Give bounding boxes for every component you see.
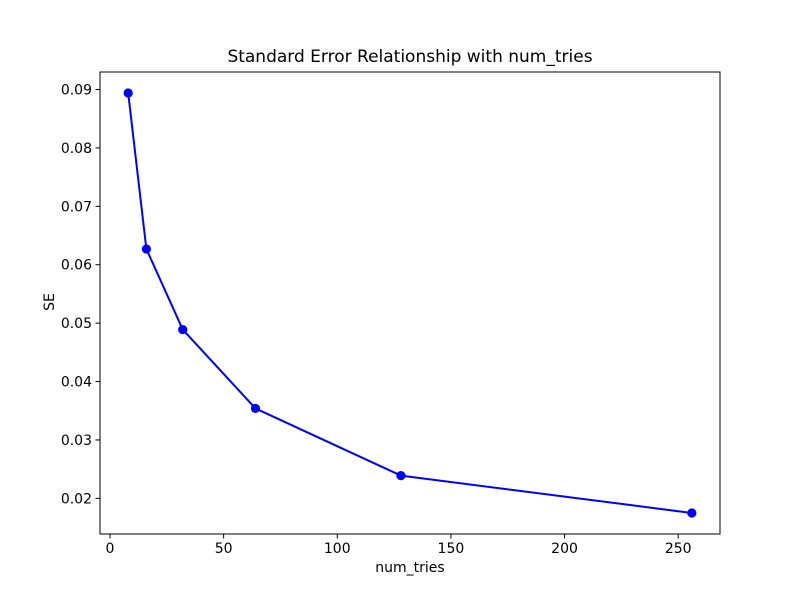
x-axis-label: num_tries: [375, 560, 445, 576]
y-tick-label: 0.03: [61, 433, 92, 449]
chart-title: Standard Error Relationship with num_tri…: [227, 47, 593, 67]
y-tick-label: 0.04: [61, 375, 92, 391]
y-tick-label: 0.08: [61, 141, 92, 157]
series-line: [127, 92, 693, 514]
y-tick-label: 0.09: [61, 83, 92, 99]
y-tick-label: 0.07: [61, 199, 92, 215]
data-point-marker: [250, 403, 261, 414]
data-point-marker: [123, 88, 133, 98]
x-tick-label: 250: [665, 541, 692, 557]
y-tick-label: 0.06: [61, 258, 92, 274]
x-tick-label: 100: [324, 541, 351, 557]
data-point-marker: [687, 508, 697, 518]
data-point-marker: [141, 244, 151, 254]
x-tick-label: 0: [106, 541, 115, 557]
x-tick-label: 150: [438, 541, 465, 557]
y-tick-label: 0.02: [61, 491, 92, 507]
data-point-marker: [178, 324, 188, 335]
x-tick-label: 200: [551, 541, 578, 557]
y-tick-label: 0.05: [61, 316, 92, 332]
data-point-marker: [396, 470, 406, 481]
x-tick-label: 50: [215, 541, 233, 557]
axes-frame: [99, 71, 721, 535]
